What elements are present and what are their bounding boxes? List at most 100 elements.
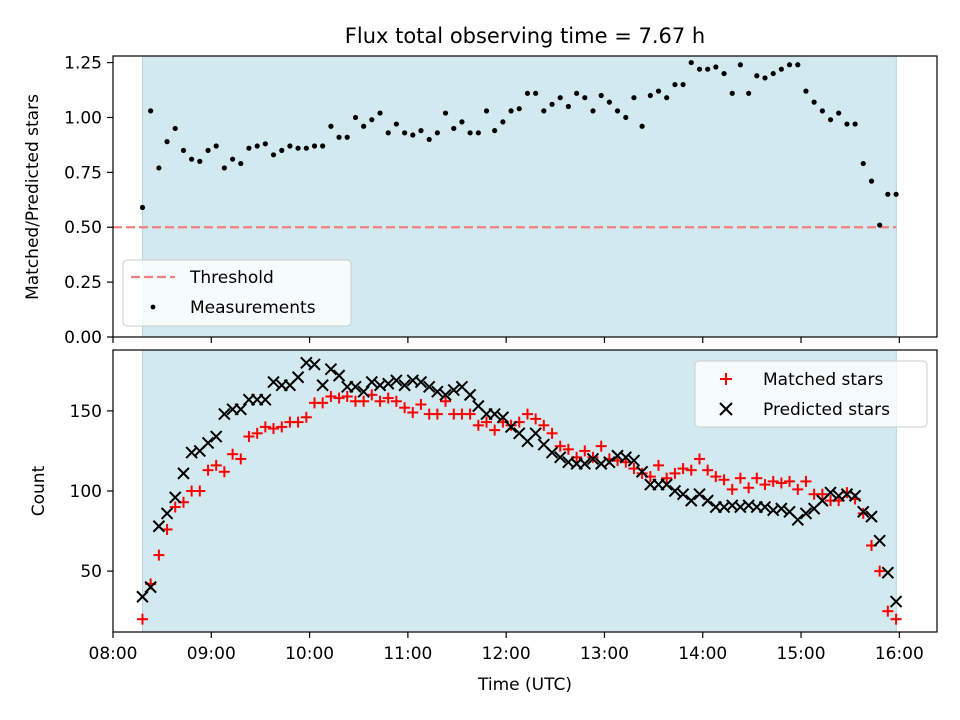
predicted-stars-point [209,430,223,443]
measurement-point [524,90,531,96]
measurement-point [303,145,309,151]
matched-stars-point [521,408,533,420]
legend-matched-label: Matched stars [763,370,883,390]
matched-stars-point [636,467,648,479]
measurement-point [680,81,686,88]
matched-stars-point [505,419,517,431]
matched-stars-point [358,395,370,407]
measurement-point [148,108,154,114]
matched-stars-point [235,453,247,465]
matched-stars-point [595,440,607,452]
x-axis-label: Time (UTC) [477,675,572,695]
measurement-point [533,90,539,96]
matched-stars-point [767,475,779,487]
measurement-point [729,90,735,96]
matched-stars-point [341,390,353,402]
matched-stars-point [325,390,337,402]
measurement-point [664,95,670,101]
predicted-stars-point [259,393,272,406]
matched-stars-point [481,416,493,428]
matched-stars-point [431,408,443,420]
matched-stars-point [800,475,812,487]
matched-stars-point [751,472,763,484]
matched-stars-point [546,427,558,439]
measurement-point [860,160,866,167]
legend-measurements-swatch [150,304,156,310]
measurement-point [770,70,776,77]
predicted-stars-point [693,487,706,501]
matched-stars-point [734,472,746,484]
predicted-stars-point [701,494,714,507]
measurement-point [246,145,252,151]
matched-stars-point [259,421,271,433]
measurement-point [459,119,465,125]
measurement-point [631,95,637,101]
predicted-stars-point [545,446,559,459]
matched-stars-point [530,413,542,425]
matched-stars-point [554,440,566,452]
predicted-stars-point [463,388,477,402]
measurement-point [172,125,178,132]
predicted-stars-point [357,385,370,398]
measurement-point [827,117,834,123]
matched-stars-point [579,445,591,457]
predicted-stars-point [316,379,329,392]
matched-stars-point [194,485,206,497]
matched-stars-point [792,483,804,495]
predicted-stars-point [291,371,305,384]
matched-stars-point [710,471,722,483]
measurement-point [565,103,571,110]
predicted-stars-point [799,507,813,520]
x-tick-label: 15:00 [777,644,826,664]
matched-stars-point [702,464,714,476]
predicted-stars-point [488,407,501,421]
predicted-stars-point [685,494,698,507]
measurement-point [156,165,162,171]
matched-stars-point [661,472,673,484]
matched-stars-point [464,408,476,420]
measurement-point [262,141,268,147]
measurement-point [582,95,588,101]
predicted-stars-point [619,451,632,464]
measurement-point [418,128,424,134]
x-tick-label: 12:00 [482,644,531,664]
measurement-point [598,92,604,99]
matched-stars-point [276,421,288,433]
matched-stars-point [415,398,427,410]
matched-stars-point [669,467,681,479]
predicted-stars-series [136,356,903,608]
measurement-point [238,160,244,167]
measurement-point [778,66,784,72]
predicted-stars-point [439,388,452,402]
predicted-stars-point [824,486,837,499]
matched-stars-point [694,453,706,465]
chart-title: Flux total observing time = 7.67 h [345,24,705,48]
matched-stars-point [317,397,329,409]
predicted-stars-point [881,566,895,579]
measurement-point [385,130,391,136]
measurement-point [230,156,236,162]
matched-stars-point [816,488,828,500]
predicted-stars-point [603,455,616,469]
matched-stars-point [390,395,402,407]
predicted-stars-point [865,510,878,523]
x-tick-label: 10:00 [285,644,334,664]
matched-stars-point [251,427,263,439]
measurement-point [795,62,801,68]
measurement-point [320,143,326,149]
predicted-stars-point [169,491,182,504]
measurement-point [475,130,481,136]
measurement-point [287,143,293,149]
measurement-point [803,88,809,94]
matched-stars-point [874,565,886,577]
matched-stars-point [218,466,230,478]
ratio-y-tick-label: 1.25 [64,54,102,74]
predicted-stars-point [627,454,641,467]
measurement-point [164,139,170,145]
ratio-y-tick-label: 1.00 [64,108,102,128]
measurement-point [270,152,277,158]
predicted-stars-point [529,427,542,440]
matched-stars-point [775,477,787,489]
matched-stars-point [292,416,304,428]
predicted-stars-point [398,379,411,392]
